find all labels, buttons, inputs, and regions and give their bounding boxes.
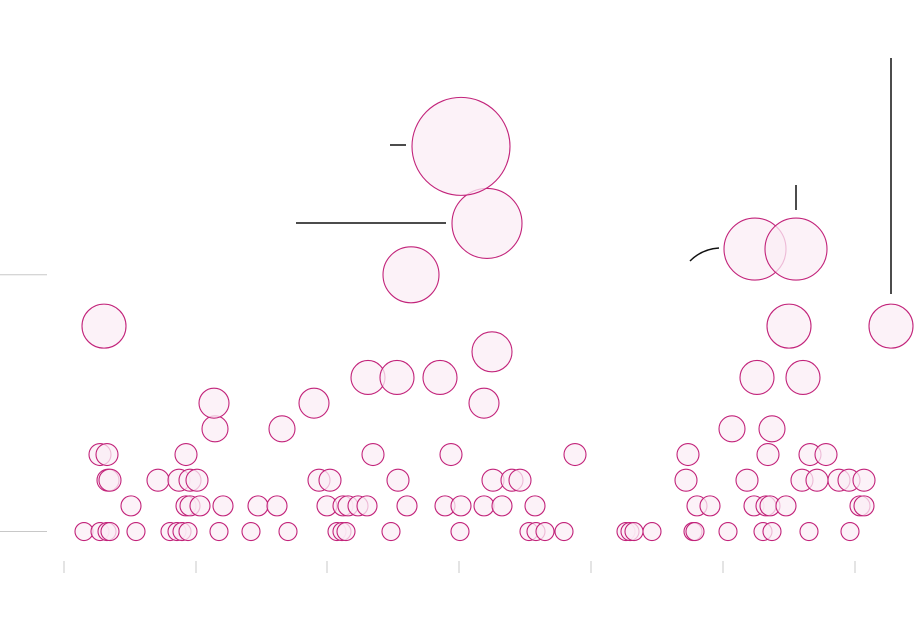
bubble xyxy=(189,495,211,517)
bubble xyxy=(554,522,574,542)
bubble xyxy=(451,187,523,259)
bubble xyxy=(268,415,296,443)
bubble xyxy=(201,415,229,443)
bubble xyxy=(758,415,786,443)
bubble xyxy=(450,495,472,517)
bubble xyxy=(762,522,782,542)
bubble xyxy=(98,468,122,492)
bubble xyxy=(642,522,662,542)
bubble xyxy=(799,522,819,542)
bubble xyxy=(508,468,532,492)
bubble xyxy=(266,495,288,517)
bubble xyxy=(336,522,356,542)
bubble xyxy=(764,217,828,281)
bubble xyxy=(278,522,298,542)
bubble xyxy=(241,522,261,542)
bubble xyxy=(318,468,342,492)
bubble xyxy=(685,522,705,542)
bubble xyxy=(198,387,230,419)
bubble xyxy=(735,468,759,492)
bubble xyxy=(361,442,385,467)
bubble xyxy=(411,96,511,196)
bubble xyxy=(379,359,415,396)
bubble xyxy=(840,522,860,542)
bubble xyxy=(247,495,269,517)
bubble xyxy=(852,468,876,492)
bubble xyxy=(868,303,914,349)
bubble xyxy=(676,442,700,467)
bubble xyxy=(739,359,775,396)
bubble xyxy=(174,442,198,467)
bubble xyxy=(718,522,738,542)
bubble xyxy=(146,468,170,492)
bubble xyxy=(805,468,829,492)
leader-line xyxy=(689,247,720,262)
bubble xyxy=(126,522,146,542)
bubble xyxy=(775,495,797,517)
bubble xyxy=(178,522,198,542)
bubble xyxy=(853,495,875,517)
bubble xyxy=(766,303,812,349)
bubble xyxy=(382,246,440,304)
bubble xyxy=(356,495,378,517)
bubble xyxy=(756,442,780,467)
bubble xyxy=(422,359,458,396)
bubble xyxy=(450,522,470,542)
bubble xyxy=(100,522,120,542)
bubble xyxy=(185,468,209,492)
bubble xyxy=(468,387,500,419)
bubble xyxy=(699,495,721,517)
bubble xyxy=(718,415,746,443)
bubble xyxy=(491,495,513,517)
bubble xyxy=(535,522,555,542)
bubble xyxy=(624,522,644,542)
bubble xyxy=(471,331,513,373)
bubble xyxy=(814,442,838,467)
bubble xyxy=(212,495,234,517)
bubble xyxy=(95,442,119,467)
bubble xyxy=(785,359,821,396)
bubble xyxy=(674,468,698,492)
bubble xyxy=(81,303,127,349)
bubble xyxy=(74,522,94,542)
bubble xyxy=(381,522,401,542)
bubble xyxy=(298,387,330,419)
bubble xyxy=(396,495,418,517)
bubble xyxy=(524,495,546,517)
bubble xyxy=(120,495,142,517)
leader-lines xyxy=(296,58,892,294)
bubble xyxy=(439,442,463,467)
bubble xyxy=(473,495,495,517)
bubble xyxy=(386,468,410,492)
bubble xyxy=(209,522,229,542)
bubble xyxy=(563,442,587,467)
